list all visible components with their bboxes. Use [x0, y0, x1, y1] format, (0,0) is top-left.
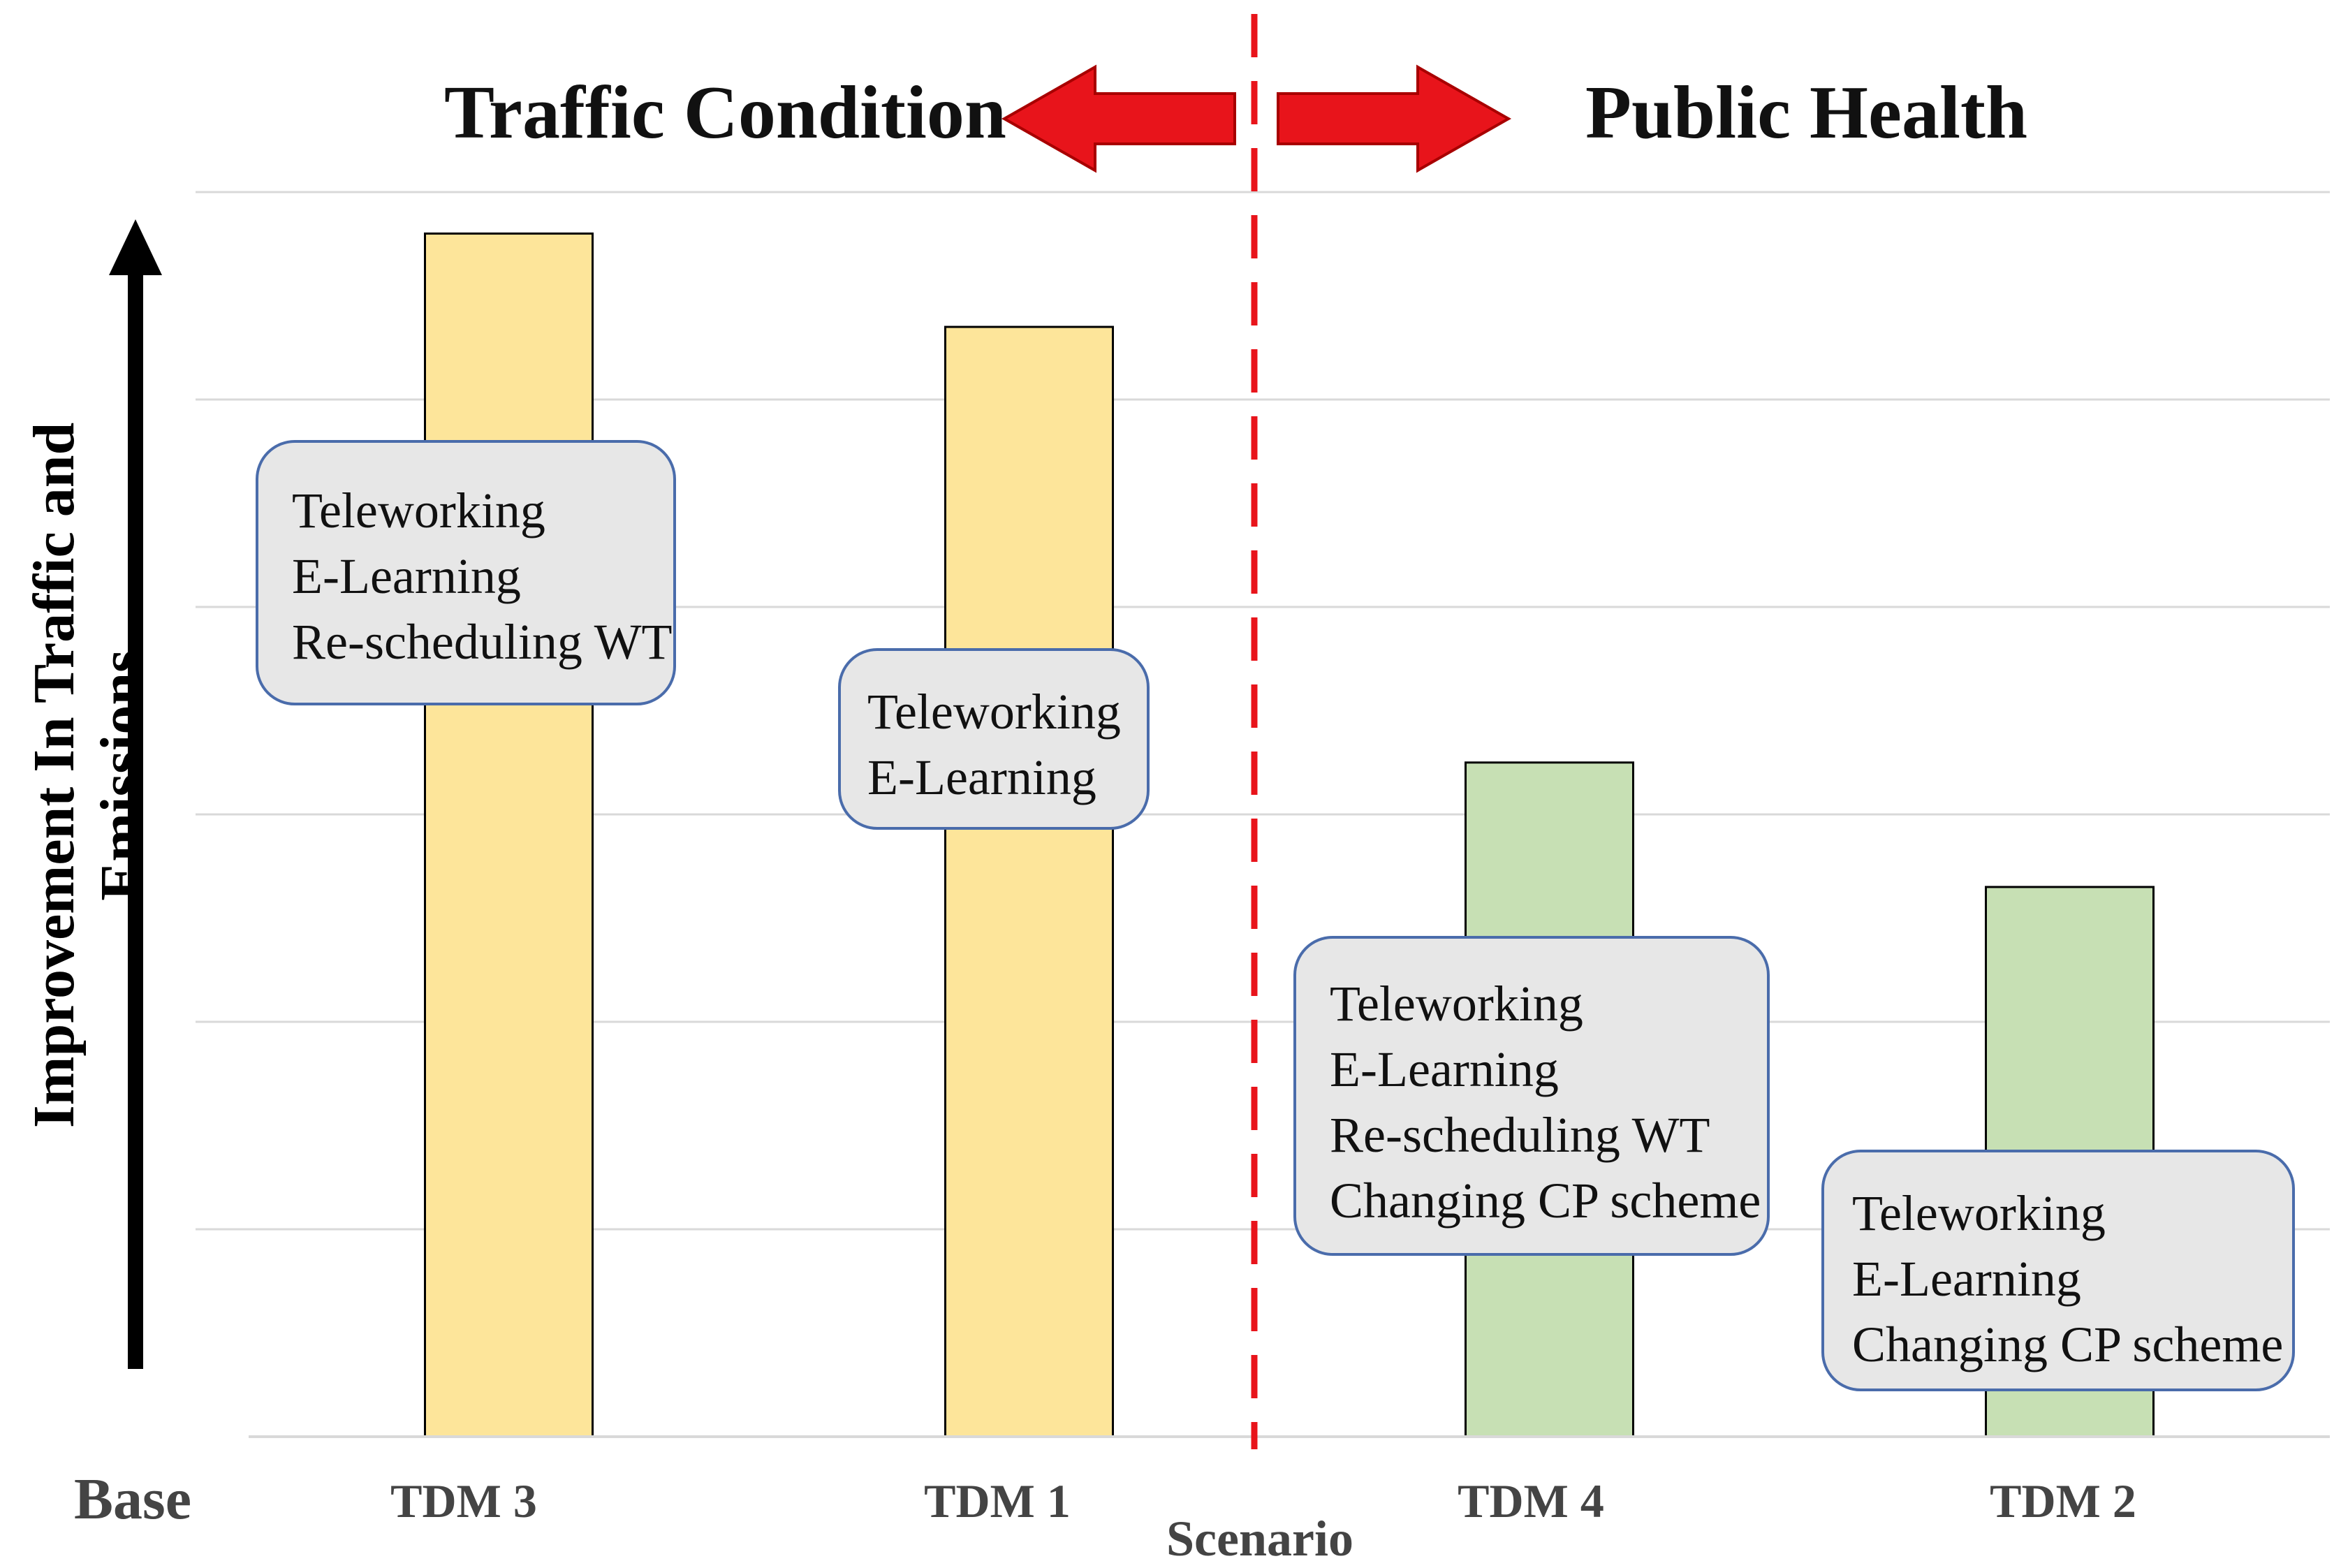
x-tick-label: TDM 2: [1990, 1474, 2136, 1527]
annotation-line: Re-scheduling WT: [292, 614, 673, 670]
annotation-line: Teleworking: [1330, 976, 1583, 1032]
annotation-line: E-Learning: [1852, 1251, 2081, 1307]
annotation-line: Re-scheduling WT: [1330, 1107, 1710, 1163]
annotation-box-tdm-3: Teleworking E-Learning Re-scheduling WT: [256, 440, 676, 705]
annotation-line: E-Learning: [1330, 1041, 1559, 1097]
annotation-line: Teleworking: [292, 483, 545, 538]
annotation-line: Changing CP scheme: [1330, 1173, 1761, 1229]
y-axis-arrowhead: [109, 219, 162, 275]
group-title-traffic-condition: Traffic Condition: [444, 71, 1006, 154]
bar-tdm-1: [944, 325, 1114, 1438]
x-tick-label: TDM 1: [924, 1474, 1071, 1527]
annotation-line: Teleworking: [867, 684, 1121, 740]
bar-tdm-3: [424, 232, 594, 1438]
y-axis-title: Improvement In Traffic and Emissions: [22, 422, 154, 1129]
x-tick-label: TDM 3: [390, 1474, 537, 1527]
annotation-line: E-Learning: [867, 749, 1096, 805]
annotation-line: Changing CP scheme: [1852, 1317, 2284, 1372]
annotation-box-tdm-2: Teleworking E-Learning Changing CP schem…: [1821, 1150, 2295, 1391]
group-title-public-health: Public Health: [1585, 71, 2028, 154]
annotation-line: Teleworking: [1852, 1185, 2106, 1241]
base-label: Base: [74, 1467, 191, 1532]
left-arrow-icon: [1001, 64, 1236, 173]
annotation-line: E-Learning: [292, 548, 521, 604]
annotation-box-tdm-1: Teleworking E-Learning: [838, 648, 1150, 830]
x-axis-title: Scenario: [1166, 1511, 1353, 1567]
right-arrow-icon: [1277, 64, 1512, 173]
annotation-box-tdm-4: Teleworking E-Learning Re-scheduling WT …: [1293, 936, 1770, 1256]
x-tick-label: TDM 4: [1458, 1474, 1604, 1527]
